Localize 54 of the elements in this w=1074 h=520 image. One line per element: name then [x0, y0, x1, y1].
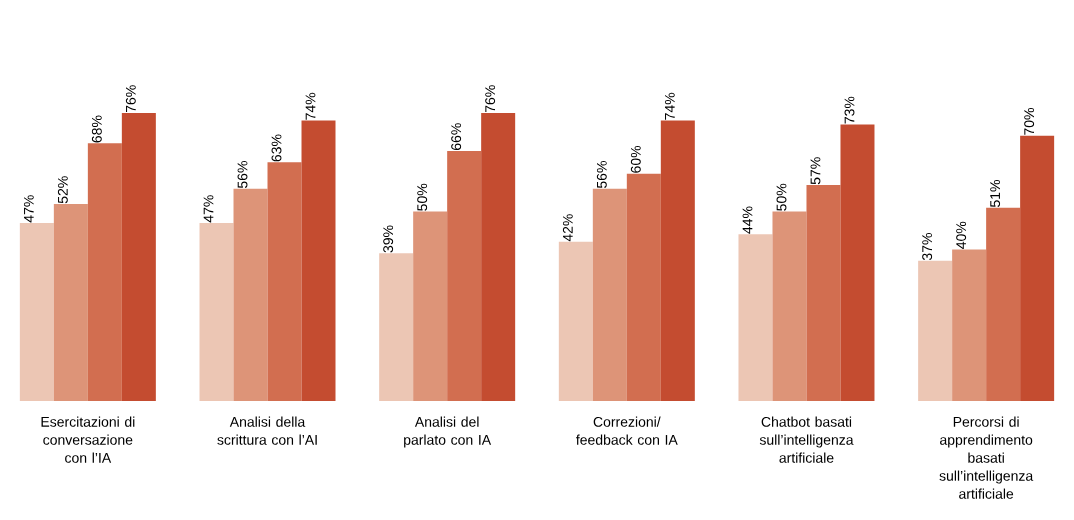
data-label: 73% — [844, 96, 855, 124]
bar — [413, 211, 448, 401]
data-label: 39% — [383, 225, 394, 253]
bar — [592, 188, 627, 401]
data-label: 37% — [922, 233, 933, 261]
bar — [952, 249, 987, 401]
bar — [121, 113, 156, 401]
data-label: 74% — [664, 92, 675, 120]
bar — [301, 120, 336, 401]
x-tick-label: Analisi del parlato con IA — [404, 416, 492, 448]
data-label: 70% — [1024, 108, 1035, 135]
bar — [53, 203, 88, 401]
bar — [1020, 135, 1055, 401]
bar — [233, 188, 268, 401]
bar — [267, 162, 302, 401]
bar — [918, 260, 953, 401]
data-label: 44% — [742, 206, 753, 234]
data-label: 76% — [125, 85, 136, 113]
bar — [19, 222, 54, 401]
data-label: 47% — [23, 195, 34, 223]
bar — [986, 207, 1021, 401]
x-tick-label: Percorsi di apprendimento basati sull’intelligenza artificiale — [939, 416, 1034, 499]
data-label: 47% — [203, 195, 214, 223]
data-label: 40% — [956, 221, 967, 249]
bar — [660, 120, 695, 401]
data-label: 42% — [562, 214, 573, 242]
bar — [447, 150, 482, 401]
data-label: 50% — [776, 183, 787, 211]
x-tick-label: Esercitazioni di conversazione con l’IA — [41, 416, 135, 463]
x-tick-label: Chatbot basati sull’intelligenza artificiale — [759, 416, 854, 463]
x-tick-label: Correzioni/ feedback con IA — [576, 416, 678, 445]
data-label: 68% — [91, 115, 102, 143]
data-label: 51% — [990, 180, 1001, 207]
data-label: 76% — [485, 85, 496, 113]
data-label: 74% — [305, 92, 316, 120]
data-label: 56% — [596, 161, 607, 189]
bar — [806, 185, 841, 401]
bar — [558, 241, 593, 401]
bar — [738, 234, 773, 401]
data-label: 50% — [417, 183, 428, 211]
bar — [199, 222, 234, 401]
bar — [772, 211, 807, 401]
bar — [87, 143, 122, 401]
data-label: 66% — [451, 123, 462, 150]
data-label: 60% — [630, 145, 641, 173]
data-label: 52% — [57, 176, 68, 204]
bar — [840, 124, 875, 401]
bar — [626, 173, 661, 401]
data-label: 57% — [810, 157, 821, 185]
data-label: 56% — [237, 161, 248, 189]
x-tick-label: Analisi della scrittura con l’AI — [217, 416, 317, 445]
bar — [379, 253, 414, 401]
data-label: 63% — [271, 134, 282, 162]
bar — [481, 113, 516, 401]
